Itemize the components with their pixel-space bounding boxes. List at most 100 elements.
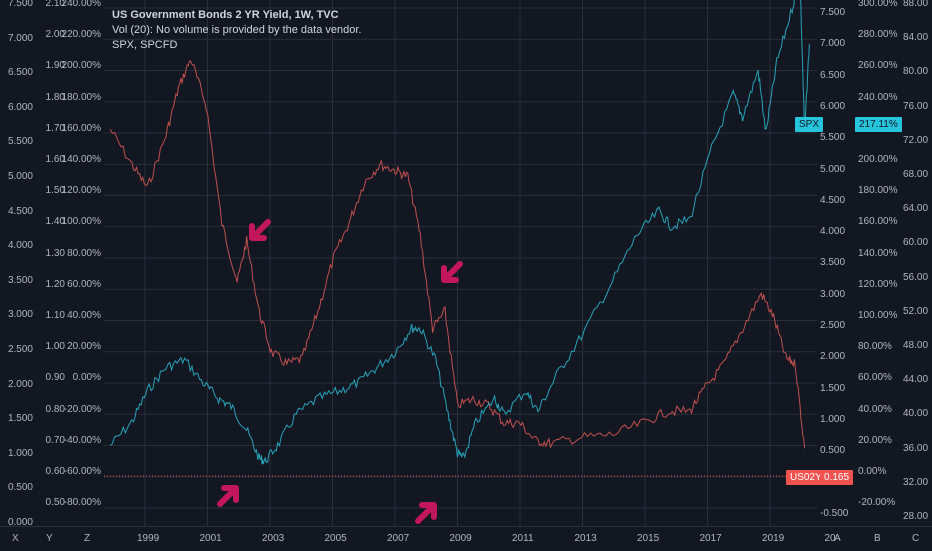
tick-label: 1.40 <box>45 216 65 228</box>
chart-svg[interactable] <box>104 0 833 526</box>
tick-label: 160.00% <box>61 122 101 134</box>
tick-label: 52.00 <box>903 305 929 317</box>
tick-label: 0.00% <box>858 466 887 477</box>
left-percent-axis[interactable]: 240.00% 220.00% 200.00% 180.00% 160.00% 140.0… <box>62 0 104 526</box>
tick-label: 4.000 <box>7 240 33 252</box>
tick-label: 4.500 <box>7 205 33 217</box>
tick-label: 140.00% <box>61 154 101 165</box>
x-tick-label: 2005 <box>324 533 347 544</box>
tick-label: 72.00 <box>903 134 929 146</box>
tick-label: 2.500 <box>7 344 33 355</box>
tick-label: 36.00 <box>903 442 929 454</box>
axis-a-letter[interactable]: A <box>834 533 841 544</box>
right-price-axis[interactable]: 7.500 7.000 6.500 6.000 5.500 5.000 4.500 4.000… <box>817 0 855 526</box>
x-tick-label: 20 <box>824 533 836 544</box>
tick-label: 4.500 <box>820 194 846 206</box>
tick-label: 0.50 <box>45 497 65 509</box>
tick-label: 56.00 <box>903 271 929 283</box>
tick-label: 260.00% <box>858 60 898 72</box>
tick-label: 1.500 <box>7 413 33 425</box>
annotation-arrow <box>217 485 239 507</box>
spx-value-tag: 217.11% <box>855 117 902 132</box>
time-axis[interactable]: X Y Z 1999 2001 2003 2005 2007 2009 2011 2013 20… <box>0 526 932 551</box>
tick-label: 180.00% <box>61 91 101 103</box>
x-tick-label: 2011 <box>512 533 534 544</box>
tick-label: 60.00% <box>858 372 892 384</box>
tick-label: 7.000 <box>7 32 33 44</box>
tick-label: -20.00% <box>63 403 101 415</box>
x-tick-label: 1999 <box>137 533 160 544</box>
axis-z-letter[interactable]: Z <box>84 533 91 544</box>
axis-y-letter[interactable]: Y <box>46 533 53 544</box>
tick-label: 2.00 <box>45 29 65 41</box>
tick-label: 28.00 <box>903 511 929 522</box>
tick-label: 2.10 <box>45 0 65 9</box>
axis-c-letter[interactable]: C <box>912 533 920 544</box>
axis-x-letter[interactable]: X <box>12 533 19 544</box>
tick-label: 76.00 <box>903 100 929 112</box>
tick-label: 5.500 <box>7 136 33 148</box>
tick-label: 64.00 <box>903 203 929 215</box>
chart-panel[interactable] <box>104 0 833 526</box>
tick-label: -40.00% <box>63 434 101 446</box>
tick-label: 0.00% <box>72 372 101 384</box>
tick-label: 80.00% <box>858 341 892 353</box>
tick-label: 3.500 <box>820 257 846 269</box>
tick-label: 1.60 <box>45 154 65 165</box>
tick-label: 1.80 <box>45 91 65 103</box>
tick-label: 80.00 <box>903 66 929 78</box>
tick-label: 0.000 <box>7 517 33 528</box>
tick-label: 68.00 <box>903 169 929 180</box>
axis-b-letter[interactable]: B <box>874 533 881 544</box>
spx-tag: SPX <box>795 117 824 132</box>
tick-label: 20.00% <box>858 434 892 446</box>
x-tick-label: 2017 <box>699 533 722 544</box>
tick-label: 7.500 <box>7 0 33 9</box>
tick-label: 60.00 <box>903 237 929 249</box>
tick-label: 40.00 <box>903 408 929 420</box>
tick-label: 44.00 <box>903 374 929 386</box>
tick-label: 0.500 <box>820 445 846 457</box>
chart-legend: US Government Bonds 2 YR Yield, 1W, TVC … <box>112 8 361 53</box>
tick-label: 0.90 <box>45 372 65 384</box>
tick-label: 7.000 <box>820 38 846 50</box>
us02y-value-tag: 0.165 <box>820 470 854 485</box>
tick-label: 40.00% <box>858 403 892 415</box>
tick-label: 1.50 <box>45 185 65 197</box>
tick-label: 1.500 <box>820 382 846 394</box>
tick-label: 3.500 <box>7 274 33 286</box>
tick-label: 240.00% <box>858 91 898 103</box>
tick-label: 5.000 <box>820 163 846 175</box>
tick-label: -20.00% <box>858 497 896 509</box>
x-tick-label: 2019 <box>762 533 785 544</box>
tick-label: 180.00% <box>858 185 898 197</box>
tick-label: 6.500 <box>7 67 33 79</box>
legend-volume: Vol (20): No volume is provided by the d… <box>112 24 362 36</box>
annotation-arrow <box>441 261 463 283</box>
tick-label: 1.30 <box>45 247 65 259</box>
tick-label: 6.000 <box>7 101 33 113</box>
tick-label: 1.10 <box>45 310 65 321</box>
tick-label: 6.500 <box>820 69 846 81</box>
left-price-axis-2[interactable]: 2.10 2.00 1.90 1.80 1.70 1.60 1.50 1.40 1.30 1.20… <box>36 0 68 526</box>
annotation-arrow <box>249 219 271 241</box>
tick-label: 2.500 <box>820 320 846 331</box>
spx-series-line <box>109 0 810 465</box>
tick-label: 4.000 <box>820 226 846 238</box>
tick-label: 280.00% <box>858 29 898 41</box>
tick-label: 200.00% <box>858 154 898 165</box>
far-right-price-axis[interactable]: 88.00 84.00 80.00 76.00 72.00 68.00 64.00 60.00… <box>900 0 932 526</box>
tick-label: 48.00 <box>903 340 929 351</box>
tick-label: 5.000 <box>7 171 33 182</box>
x-tick-label: 2015 <box>637 533 660 544</box>
tick-label: 6.000 <box>820 100 846 112</box>
tick-label: -0.500 <box>820 507 849 519</box>
tick-label: -60.00% <box>63 466 101 477</box>
tick-label: -80.00% <box>63 497 101 509</box>
right-percent-axis[interactable]: 300.00%280.00%260.00%240.00%220.00%200.0… <box>855 0 900 539</box>
tick-label: 120.00% <box>858 278 898 290</box>
annotation-arrow <box>415 502 437 524</box>
tick-label: 3.000 <box>820 288 846 300</box>
x-tick-label: 2009 <box>449 533 472 544</box>
far-left-price-axis[interactable]: 7.500 7.000 6.500 6.000 5.500 5.000 4.500 4.000… <box>0 0 36 528</box>
